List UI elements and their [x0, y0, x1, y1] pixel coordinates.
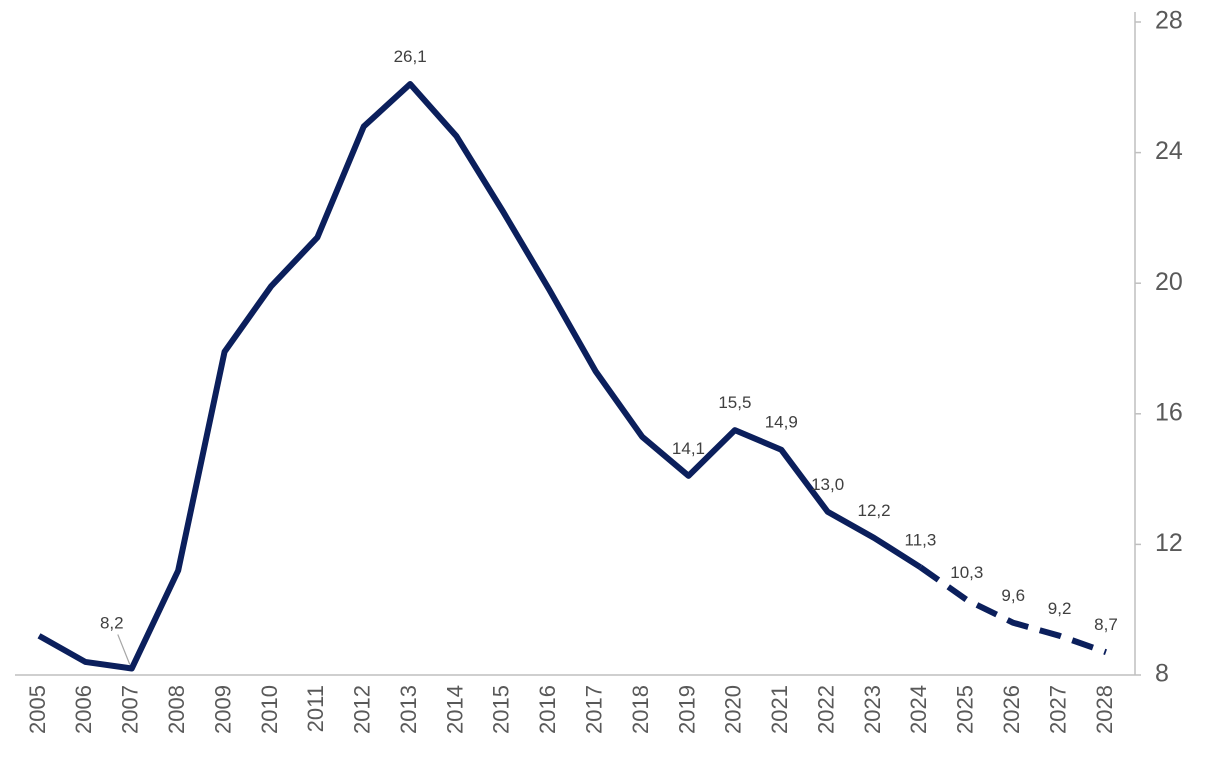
x-tick-label: 2025 — [953, 685, 978, 734]
y-tick-label: 24 — [1155, 137, 1183, 165]
x-tick-label: 2014 — [442, 685, 467, 734]
x-tick-label: 2016 — [535, 685, 560, 734]
label-leader — [117, 634, 131, 665]
y-tick-label: 12 — [1155, 529, 1183, 557]
x-tick-label: 2023 — [860, 685, 885, 734]
x-tick-label: 2012 — [350, 685, 375, 734]
data-label: 13,0 — [811, 475, 844, 494]
data-label: 8,7 — [1094, 615, 1118, 634]
y-tick-label: 28 — [1155, 7, 1183, 35]
data-label: 11,3 — [905, 530, 937, 549]
x-tick-label: 2007 — [118, 685, 143, 734]
data-label: 14,9 — [765, 413, 798, 432]
line — [37, 81, 923, 672]
x-tick-label: 2024 — [906, 685, 931, 734]
x-tick-label: 2011 — [303, 685, 328, 732]
y-tick-label: 8 — [1155, 660, 1169, 688]
y-tick-label: 20 — [1155, 268, 1183, 296]
x-tick-label: 2010 — [257, 685, 282, 734]
x-tick-label: 2006 — [71, 685, 96, 734]
x-tick-label: 2019 — [674, 685, 699, 734]
x-tick-label: 2008 — [164, 685, 189, 734]
x-tick-label: 2018 — [628, 685, 653, 734]
data-label: 10,3 — [950, 563, 983, 582]
x-tick-label: 2009 — [210, 685, 235, 734]
x-tick-label: 2026 — [999, 685, 1024, 734]
data-label: 15,5 — [718, 393, 751, 412]
data-label: 9,2 — [1048, 599, 1072, 618]
x-tick-label: 2022 — [813, 685, 838, 734]
data-label: 8,2 — [100, 613, 124, 632]
data-label: 9,6 — [1001, 586, 1025, 605]
x-tick-label: 2028 — [1092, 685, 1117, 734]
x-tick-label: 2015 — [489, 685, 514, 734]
x-tick-label: 2013 — [396, 685, 421, 734]
x-tick-label: 2017 — [582, 685, 607, 734]
x-tick-label: 2021 — [767, 685, 792, 734]
forecast-line — [918, 564, 1107, 655]
data-label: 12,2 — [857, 501, 890, 520]
x-tick-label: 2020 — [721, 685, 746, 734]
x-tick-label: 2005 — [25, 685, 50, 734]
y-tick-label: 16 — [1155, 398, 1183, 426]
data-label: 14,1 — [672, 439, 705, 458]
x-tick-label: 2027 — [1045, 685, 1070, 734]
data-label: 26,1 — [394, 47, 427, 66]
